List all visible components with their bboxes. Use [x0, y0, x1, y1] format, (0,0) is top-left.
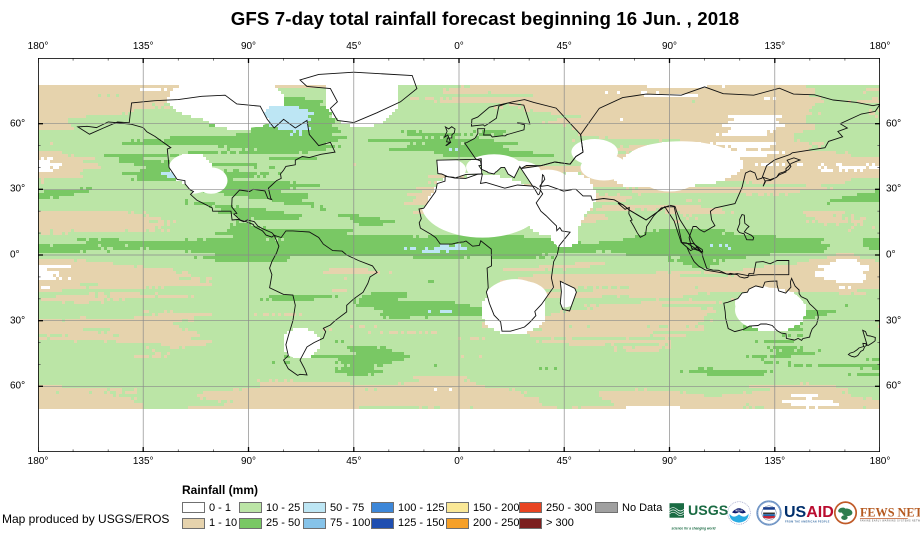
svg-text:science for a changing world: science for a changing world	[672, 527, 716, 531]
svg-text:USGS: USGS	[688, 503, 728, 519]
svg-text:FEWS NET: FEWS NET	[860, 506, 920, 520]
svg-text:FROM THE AMERICAN PEOPLE: FROM THE AMERICAN PEOPLE	[785, 520, 830, 523]
svg-text:FAMINE EARLY WARNING SYSTEMS N: FAMINE EARLY WARNING SYSTEMS NETWORK	[860, 519, 920, 522]
svg-text:USAID: USAID	[784, 504, 834, 521]
svg-text:NOAA: NOAA	[735, 510, 742, 513]
